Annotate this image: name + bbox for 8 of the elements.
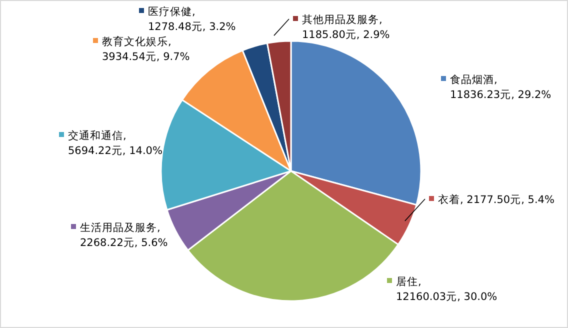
legend-label: 生活用品及服务, 2268.22元, 5.6%: [80, 221, 168, 249]
legend-label: 食品烟酒, 11836.23元, 29.2%: [450, 73, 552, 101]
legend-label: 教育文化娱乐, 3934.54元, 9.7%: [102, 35, 190, 63]
legend-label: 交通和通信, 5694.22元, 14.0%: [68, 129, 162, 157]
legend-label: 衣着, 2177.50元, 5.4%: [438, 193, 554, 206]
legend-label: 其他用品及服务, 1185.80元, 2.9%: [302, 13, 390, 41]
legend-label: 居住, 12160.03元, 30.0%: [396, 276, 498, 303]
legend-label: 医疗保健, 1278.48元, 3.2%: [148, 5, 236, 33]
